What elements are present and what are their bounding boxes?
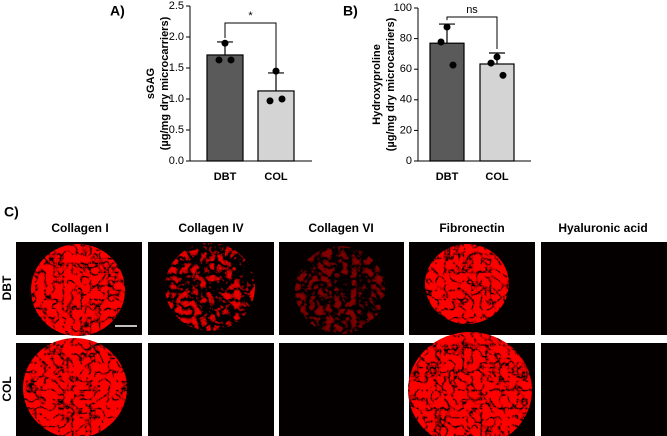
y-tick-label: 2.5 (169, 0, 184, 12)
data-point (443, 23, 451, 31)
significance-bracket (446, 16, 498, 49)
x-tick-label: DBT (214, 171, 237, 183)
y-tick-label: 0.5 (169, 124, 184, 136)
bar (206, 54, 244, 162)
significance-label: * (248, 10, 253, 22)
x-tick-label: COL (485, 171, 509, 183)
data-point (437, 38, 445, 46)
y-tick-label: 1.5 (169, 62, 184, 74)
data-point (278, 95, 286, 103)
y-tick-label: 100 (394, 2, 412, 14)
y-tick-label: 0 (406, 155, 412, 167)
row-label: COL (0, 376, 14, 401)
row-label: DBT (0, 275, 14, 300)
column-header: Collagen IV (178, 221, 243, 235)
bar (257, 90, 295, 162)
y-axis-title: (µg/mg dry microcarriers) (385, 17, 397, 151)
y-axis-title: Hydroxyproline (371, 44, 383, 125)
significance-bracket (224, 22, 277, 69)
panel-label: B) (343, 3, 358, 19)
y-tick-label: 1.0 (169, 93, 184, 105)
micrograph (541, 343, 667, 436)
data-point (215, 56, 223, 64)
bar (479, 63, 515, 162)
y-tick-label: 0.0 (169, 155, 184, 167)
data-point (449, 61, 457, 69)
column-header: Fibronectin (439, 221, 504, 235)
y-tick-label: 40 (400, 94, 412, 106)
error-bar (268, 72, 284, 91)
significance-label: ns (466, 4, 478, 16)
column-header: Collagen I (51, 221, 108, 235)
column-header: Hyaluronic acid (558, 221, 647, 235)
micrograph (541, 242, 667, 335)
data-point (227, 56, 235, 64)
bar (429, 42, 465, 162)
data-point (499, 71, 507, 79)
data-point (272, 67, 280, 75)
column-header: Collagen VI (308, 221, 373, 235)
data-point (266, 97, 274, 105)
y-tick-label: 20 (400, 124, 412, 136)
y-axis-title: sGAG (145, 68, 157, 99)
micrograph (279, 343, 404, 436)
x-tick-label: COL (264, 171, 288, 183)
y-tick-label: 80 (400, 33, 412, 45)
data-point (493, 53, 501, 61)
panel-label: C) (4, 204, 19, 220)
micrograph (148, 343, 274, 436)
y-axis-title: (µg/mg dry microcarriers) (159, 16, 171, 150)
x-tick-label: DBT (436, 171, 459, 183)
panel-label: A) (110, 3, 125, 19)
data-point (221, 39, 229, 47)
y-tick-label: 60 (400, 63, 412, 75)
y-tick-label: 2.0 (169, 31, 184, 43)
data-point (487, 59, 495, 67)
